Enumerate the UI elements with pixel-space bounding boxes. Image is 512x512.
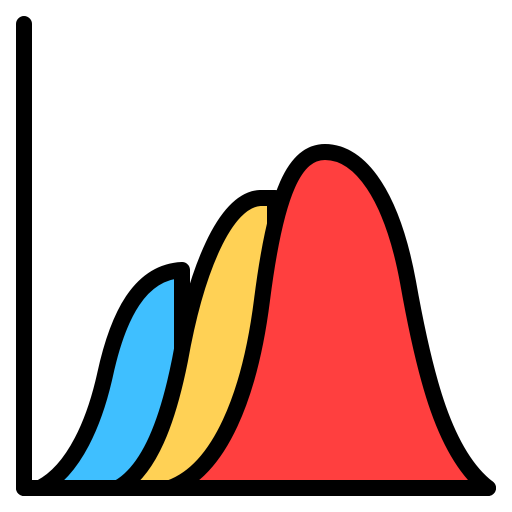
red-curve [162, 144, 496, 496]
blue-curve [32, 262, 190, 496]
